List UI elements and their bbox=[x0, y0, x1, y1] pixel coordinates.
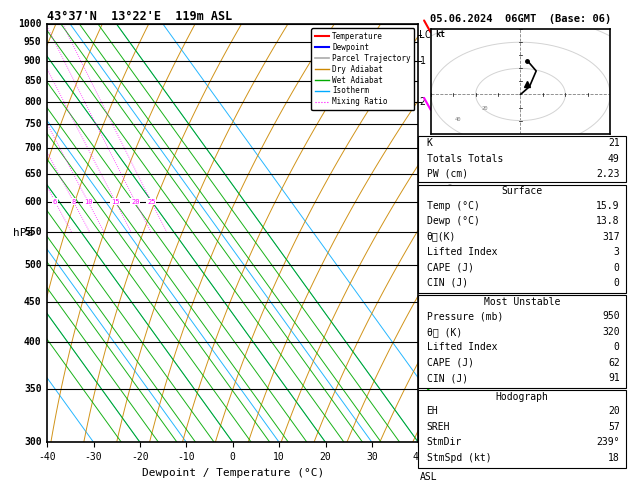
Text: SREH: SREH bbox=[426, 422, 450, 432]
Text: 21: 21 bbox=[608, 138, 620, 148]
Text: K: K bbox=[426, 138, 433, 148]
Text: 20: 20 bbox=[608, 406, 620, 417]
Text: LCL: LCL bbox=[420, 30, 437, 40]
Text: 18: 18 bbox=[608, 453, 620, 463]
Text: 300: 300 bbox=[24, 437, 42, 447]
Bar bbox=[418, 295, 626, 388]
Text: Temp (°C): Temp (°C) bbox=[426, 201, 479, 210]
Text: Totals Totals: Totals Totals bbox=[426, 154, 503, 163]
Text: 8: 8 bbox=[71, 199, 75, 205]
Text: PW (cm): PW (cm) bbox=[426, 169, 468, 179]
Text: 10: 10 bbox=[84, 199, 92, 205]
Text: CAPE (J): CAPE (J) bbox=[426, 262, 474, 273]
Text: 3: 3 bbox=[614, 247, 620, 257]
Text: km: km bbox=[420, 455, 431, 465]
Text: 15.9: 15.9 bbox=[596, 201, 620, 210]
Text: 950: 950 bbox=[24, 37, 42, 47]
Text: Surface: Surface bbox=[501, 186, 543, 196]
Text: 750: 750 bbox=[24, 119, 42, 129]
Text: 0: 0 bbox=[614, 278, 620, 288]
Text: 7: 7 bbox=[420, 364, 425, 374]
Text: 05.06.2024  06GMT  (Base: 06): 05.06.2024 06GMT (Base: 06) bbox=[430, 14, 611, 24]
Text: 317: 317 bbox=[602, 232, 620, 242]
Text: 450: 450 bbox=[24, 296, 42, 307]
Text: 800: 800 bbox=[24, 97, 42, 107]
Text: 700: 700 bbox=[24, 143, 42, 153]
Text: 320: 320 bbox=[602, 327, 620, 337]
Text: 43°37'N  13°22'E  119m ASL: 43°37'N 13°22'E 119m ASL bbox=[47, 10, 233, 23]
Text: StmSpd (kt): StmSpd (kt) bbox=[426, 453, 491, 463]
Text: 20: 20 bbox=[131, 199, 140, 205]
Text: 950: 950 bbox=[602, 311, 620, 321]
Text: ASL: ASL bbox=[420, 471, 437, 482]
Text: 900: 900 bbox=[24, 56, 42, 66]
Text: Most Unstable: Most Unstable bbox=[484, 296, 560, 307]
Text: 400: 400 bbox=[24, 337, 42, 347]
Text: CIN (J): CIN (J) bbox=[426, 373, 468, 383]
Text: 350: 350 bbox=[24, 384, 42, 394]
Text: 91: 91 bbox=[608, 373, 620, 383]
Text: 62: 62 bbox=[608, 358, 620, 367]
Text: hPa: hPa bbox=[13, 228, 33, 238]
Text: 5: 5 bbox=[420, 227, 425, 237]
Text: Dewp (°C): Dewp (°C) bbox=[426, 216, 479, 226]
Text: 20: 20 bbox=[481, 106, 488, 111]
Text: 8: 8 bbox=[420, 437, 425, 447]
Text: 550: 550 bbox=[24, 227, 42, 237]
Text: 4: 4 bbox=[420, 185, 425, 195]
Text: 239°: 239° bbox=[596, 437, 620, 447]
Text: θᴇ (K): θᴇ (K) bbox=[426, 327, 462, 337]
Bar bbox=[418, 390, 626, 468]
Legend: Temperature, Dewpoint, Parcel Trajectory, Dry Adiabat, Wet Adiabat, Isotherm, Mi: Temperature, Dewpoint, Parcel Trajectory… bbox=[311, 28, 415, 110]
Bar bbox=[418, 136, 626, 182]
Text: 57: 57 bbox=[608, 422, 620, 432]
Text: 15: 15 bbox=[111, 199, 120, 205]
Text: 0: 0 bbox=[614, 262, 620, 273]
Text: Hodograph: Hodograph bbox=[496, 392, 548, 401]
Text: 6: 6 bbox=[420, 296, 425, 307]
Text: 2: 2 bbox=[420, 97, 425, 107]
Text: 25: 25 bbox=[147, 199, 155, 205]
Text: θᴇ(K): θᴇ(K) bbox=[426, 232, 456, 242]
Bar bbox=[418, 185, 626, 293]
Text: 6: 6 bbox=[53, 199, 57, 205]
Text: 650: 650 bbox=[24, 169, 42, 179]
Text: kt: kt bbox=[435, 30, 445, 39]
Text: 500: 500 bbox=[24, 260, 42, 270]
X-axis label: Dewpoint / Temperature (°C): Dewpoint / Temperature (°C) bbox=[142, 468, 324, 478]
Text: 1000: 1000 bbox=[18, 19, 42, 29]
Text: Lifted Index: Lifted Index bbox=[426, 342, 497, 352]
Text: 49: 49 bbox=[608, 154, 620, 163]
Text: 40: 40 bbox=[455, 117, 461, 122]
Text: 850: 850 bbox=[24, 76, 42, 86]
Text: Lifted Index: Lifted Index bbox=[426, 247, 497, 257]
Text: 0: 0 bbox=[614, 342, 620, 352]
Text: Mixing Ratio (g/kg): Mixing Ratio (g/kg) bbox=[447, 182, 456, 284]
Text: EH: EH bbox=[426, 406, 438, 417]
Text: 2.23: 2.23 bbox=[596, 169, 620, 179]
Text: 13.8: 13.8 bbox=[596, 216, 620, 226]
Text: StmDir: StmDir bbox=[426, 437, 462, 447]
Text: 3: 3 bbox=[420, 143, 425, 153]
Text: 600: 600 bbox=[24, 197, 42, 207]
Text: CIN (J): CIN (J) bbox=[426, 278, 468, 288]
Text: CAPE (J): CAPE (J) bbox=[426, 358, 474, 367]
Text: Pressure (mb): Pressure (mb) bbox=[426, 311, 503, 321]
Text: 1: 1 bbox=[420, 56, 425, 66]
